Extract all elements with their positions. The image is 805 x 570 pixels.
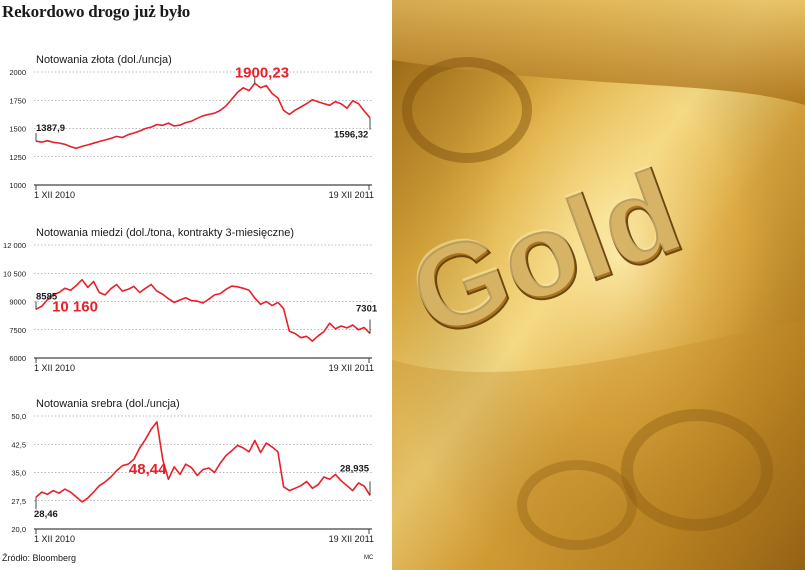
chart-title: Notowania miedzi (dol./tona, kontrakty 3…	[36, 227, 294, 239]
y-tick-label: 7500	[9, 326, 26, 335]
chart-title: Notowania złota (dol./uncja)	[36, 54, 172, 66]
y-tick-label: 12 000	[3, 241, 26, 250]
chart-title: Notowania srebra (dol./uncja)	[36, 398, 180, 410]
y-tick-label: 1000	[9, 181, 26, 190]
x-tick-label-start: 1 XII 2010	[34, 363, 75, 373]
y-tick-label: 10 500	[3, 269, 26, 278]
source-note: Źródło: Bloomberg	[2, 553, 77, 563]
peak-value-label: 48,44	[129, 461, 167, 478]
credit-initials: MC	[364, 555, 374, 561]
y-tick-label: 42,5	[11, 440, 26, 449]
x-tick-label-start: 1 XII 2010	[34, 534, 75, 544]
x-tick-label-end: 19 XII 2011	[329, 190, 374, 200]
gold-price-chart: Notowania złota (dol./uncja) 2000 1750 1500…	[9, 54, 374, 200]
y-tick-label: 35,0	[11, 469, 26, 478]
x-tick-label-start: 1 XII 2010	[34, 190, 75, 200]
y-tick-label: 9000	[9, 298, 26, 307]
series-line	[35, 82, 371, 150]
peak-value-label: 1900,23	[235, 64, 289, 81]
y-tick-label: 1750	[9, 96, 26, 105]
end-value-label: 7301	[356, 303, 378, 314]
infographic-panel: Rekordowo drogo już było Notowania złota…	[0, 0, 392, 570]
series-line	[35, 278, 371, 342]
y-tick-label: 2000	[9, 68, 26, 77]
gold-bar-photo: Gold Gold	[392, 0, 805, 570]
end-value-label: 28,935	[340, 463, 370, 474]
headline: Rekordowo drogo już było	[2, 2, 191, 21]
copper-price-chart: Notowania miedzi (dol./tona, kontrakty 3…	[3, 227, 378, 373]
y-tick-label: 50,0	[11, 412, 26, 421]
y-tick-label: 1250	[9, 153, 26, 162]
start-value-label: 28,46	[34, 509, 58, 520]
start-value-label: 8585	[36, 291, 58, 302]
series-line	[35, 421, 371, 503]
y-tick-label: 1500	[9, 125, 26, 134]
start-value-label: 1387,9	[36, 123, 65, 134]
y-tick-label: 27,5	[11, 497, 26, 506]
y-tick-label: 6000	[9, 354, 26, 363]
end-value-label: 1596,32	[334, 130, 368, 141]
x-tick-label-end: 19 XII 2011	[329, 363, 374, 373]
silver-price-chart: Notowania srebra (dol./uncja) 50,0 42,5 35,…	[11, 398, 374, 544]
peak-value-label: 10 160	[52, 299, 98, 316]
y-tick-label: 20,0	[11, 525, 26, 534]
x-tick-label-end: 19 XII 2011	[329, 534, 374, 544]
